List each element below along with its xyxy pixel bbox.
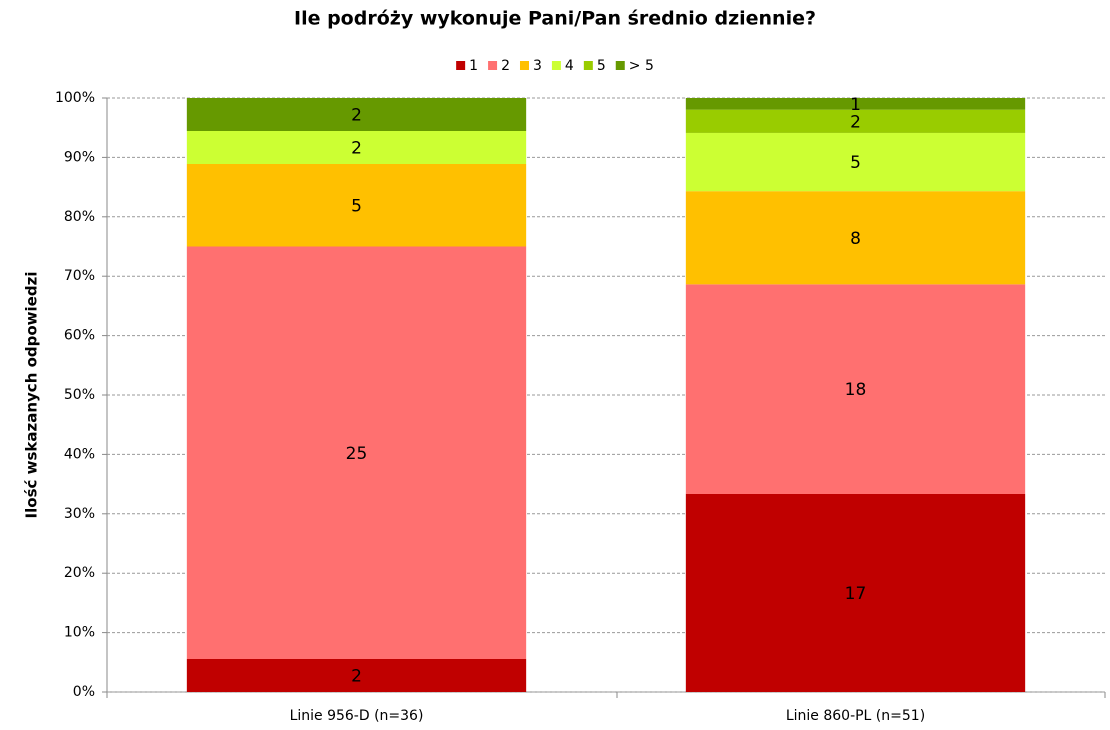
y-tick-label: 70% (64, 268, 95, 284)
bar-segment (685, 494, 1026, 692)
legend-swatch (456, 61, 466, 70)
data-label: 5 (351, 196, 362, 216)
bar-segment (186, 131, 527, 164)
bar-segment (186, 98, 527, 131)
legend-label: 5 (597, 58, 606, 74)
data-label: 17 (845, 584, 867, 604)
legend-swatch (519, 61, 529, 70)
bar-segment (685, 191, 1026, 285)
data-label: 2 (351, 106, 362, 126)
bar-segment (685, 132, 1026, 192)
legend-label: 4 (565, 58, 574, 74)
legend-label: 3 (533, 58, 542, 74)
bar-segment (186, 246, 527, 659)
legend: 1 2 3 4 5 > 5 (456, 58, 654, 74)
bar-segment (186, 659, 527, 692)
y-tick-label: 100% (55, 90, 95, 106)
bar-segment (186, 164, 527, 247)
data-label: 18 (845, 380, 867, 400)
data-label: 8 (850, 229, 861, 249)
legend-swatch (583, 61, 593, 70)
y-tick-label: 90% (64, 149, 95, 165)
y-tick-label: 10% (64, 625, 95, 641)
bar-segment (685, 284, 1026, 494)
legend-swatch (615, 61, 625, 70)
y-tick-label: 50% (64, 387, 95, 403)
data-label: 2 (850, 112, 861, 132)
legend-label: 1 (469, 58, 478, 74)
legend-label: 2 (501, 58, 510, 74)
y-tick-label: 80% (64, 209, 95, 225)
data-label: 2 (351, 667, 362, 687)
chart-title: Ile podróży wykonuje Pani/Pan średnio dz… (294, 8, 816, 30)
data-label: 2 (351, 139, 362, 159)
y-tick-label: 40% (64, 446, 95, 462)
data-label: 25 (346, 444, 368, 464)
y-tick-label: 60% (64, 328, 95, 344)
x-tick-label: Linie 860-PL (n=51) (786, 708, 925, 724)
legend-label: > 5 (629, 58, 654, 74)
x-tick-label: Linie 956-D (n=36) (290, 708, 424, 724)
y-tick-label: 0% (73, 684, 95, 700)
bar-segment (685, 98, 1026, 110)
legend-swatch (551, 61, 561, 70)
y-tick-label: 20% (64, 565, 95, 581)
legend-swatch (488, 61, 498, 70)
y-tick-label: 30% (64, 506, 95, 522)
bar-segment (685, 109, 1026, 133)
y-axis-label: Ilość wskazanych odpowiedzi (23, 272, 41, 519)
data-label: 5 (850, 153, 861, 173)
data-label: 1 (850, 95, 861, 115)
